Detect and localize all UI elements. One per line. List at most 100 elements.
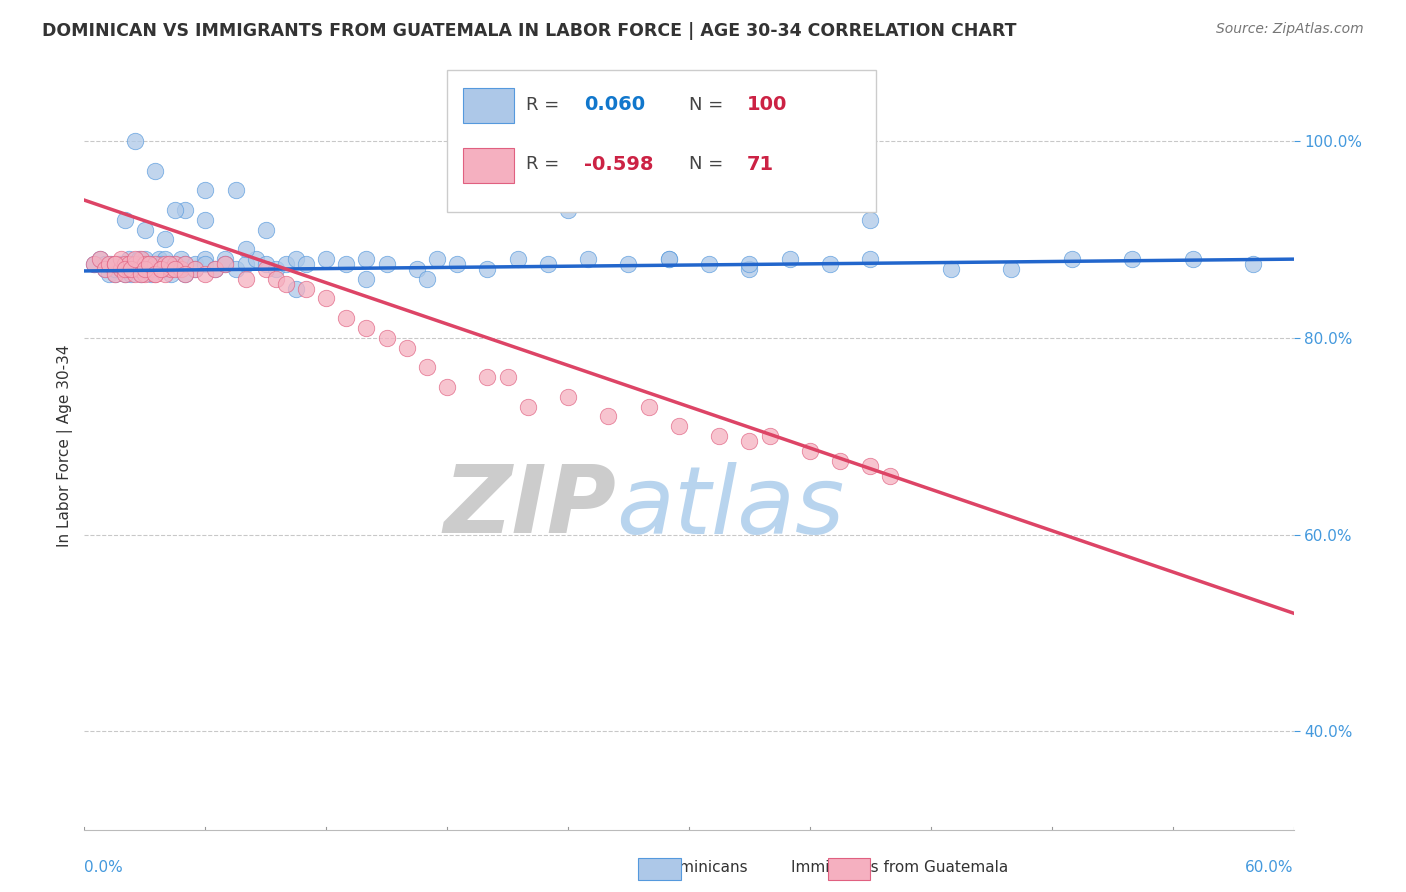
Point (506, 252, 529, 267)
Point (114, 212, 136, 227)
Point (375, 331, 398, 345)
Point (124, 262, 146, 277)
Point (97, 267, 120, 281)
Point (148, 252, 170, 267)
Point (129, 252, 152, 267)
Point (129, 267, 152, 281)
Point (174, 267, 197, 281)
Point (143, 257, 166, 271)
Text: -0.598: -0.598 (583, 155, 654, 174)
Point (97, 257, 120, 271)
Point (107, 257, 129, 271)
Point (118, 252, 141, 267)
Point (114, 267, 136, 281)
Point (939, 262, 962, 277)
Point (194, 267, 217, 281)
Point (194, 257, 217, 271)
Point (254, 222, 277, 236)
Point (149, 257, 172, 271)
Point (779, 252, 801, 267)
Point (416, 360, 439, 375)
Point (799, 444, 821, 458)
Point (537, 257, 560, 271)
Text: N =: N = (689, 95, 728, 113)
Point (174, 257, 197, 271)
Point (138, 262, 160, 277)
Point (93, 262, 115, 277)
Point (118, 262, 141, 277)
Point (165, 262, 187, 277)
Point (118, 262, 141, 277)
Point (89, 252, 111, 267)
Point (315, 292, 337, 306)
Point (356, 272, 378, 286)
Point (406, 262, 429, 277)
Point (134, 252, 156, 267)
Point (114, 262, 136, 277)
Point (738, 257, 761, 271)
Point (436, 380, 458, 394)
Point (134, 262, 156, 277)
Point (83, 257, 105, 271)
Point (129, 262, 152, 277)
Point (658, 252, 681, 267)
Point (214, 252, 236, 267)
Point (134, 222, 156, 236)
Point (395, 341, 418, 355)
Point (89, 252, 111, 267)
Point (295, 257, 318, 271)
Text: 0.060: 0.060 (583, 95, 645, 114)
Point (143, 163, 166, 178)
Point (149, 257, 172, 271)
Point (153, 252, 176, 267)
Point (516, 400, 538, 414)
Point (104, 267, 127, 281)
Point (138, 257, 160, 271)
Text: R =: R = (526, 155, 565, 173)
Point (426, 252, 449, 267)
Text: N =: N = (689, 155, 728, 173)
Point (170, 252, 193, 267)
Point (184, 257, 207, 271)
Point (93, 257, 115, 271)
Point (104, 257, 127, 271)
Point (235, 242, 257, 256)
Text: 60.0%: 60.0% (1246, 860, 1294, 875)
Point (128, 262, 150, 277)
Point (477, 370, 499, 384)
Point (149, 262, 172, 277)
Point (245, 252, 267, 267)
Point (315, 252, 337, 267)
Point (1060, 252, 1083, 267)
Point (335, 257, 357, 271)
Point (285, 282, 308, 296)
Point (194, 252, 217, 267)
Point (184, 262, 207, 277)
Point (114, 257, 136, 271)
Point (214, 257, 236, 271)
Point (153, 257, 176, 271)
Point (118, 257, 141, 271)
Point (204, 262, 226, 277)
Point (758, 429, 780, 443)
Text: R =: R = (526, 95, 565, 113)
Point (124, 134, 146, 148)
Point (149, 262, 172, 277)
Point (274, 257, 297, 271)
Point (879, 468, 901, 483)
Point (697, 257, 720, 271)
Point (165, 202, 187, 217)
Text: atlas: atlas (616, 462, 845, 553)
Point (214, 257, 236, 271)
Point (637, 400, 659, 414)
Point (235, 272, 257, 286)
Point (110, 257, 132, 271)
Point (617, 257, 640, 271)
Point (104, 267, 127, 281)
Point (143, 262, 166, 277)
Point (139, 267, 162, 281)
Point (167, 262, 190, 277)
Point (124, 257, 146, 271)
Point (134, 262, 156, 277)
Point (859, 252, 882, 267)
